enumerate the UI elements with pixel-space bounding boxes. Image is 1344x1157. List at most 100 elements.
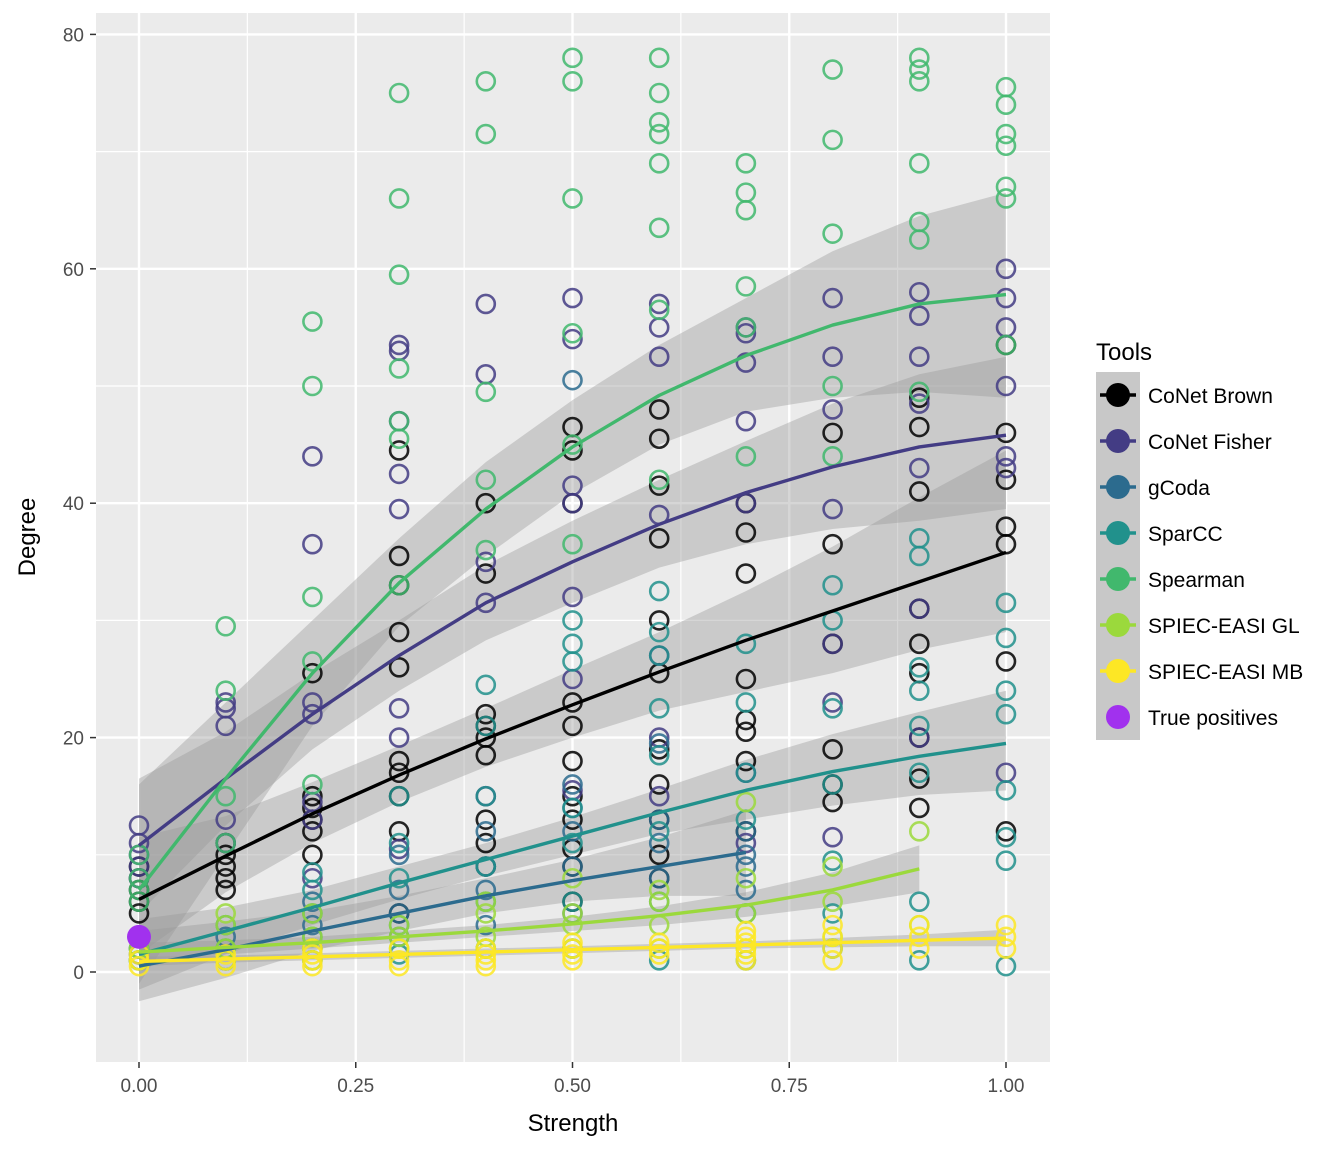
data-point (822, 574, 843, 596)
data-point (562, 70, 583, 92)
data-point (388, 656, 410, 678)
data-point (648, 785, 670, 807)
legend-label: Spearman (1148, 569, 1245, 592)
legend-key-dot (1106, 613, 1130, 637)
data-point (908, 70, 930, 92)
data-point (735, 920, 757, 942)
data-point (388, 358, 410, 379)
data-point (995, 780, 1017, 801)
data-point (995, 258, 1017, 280)
data-point (562, 832, 583, 854)
data-point (648, 293, 670, 315)
data-point (822, 850, 843, 871)
trend-lines (137, 292, 1007, 968)
data-point (648, 891, 670, 912)
data-point (302, 703, 323, 725)
data-point (562, 891, 583, 912)
data-point (822, 59, 843, 80)
data-point (648, 809, 670, 830)
data-point (562, 610, 583, 631)
data-point (735, 522, 757, 543)
legend-key-dot (1106, 567, 1130, 591)
data-point (302, 586, 323, 608)
data-point (735, 446, 757, 467)
data-point (302, 944, 323, 965)
trend-line (138, 867, 920, 954)
data-point (908, 914, 930, 936)
data-point (475, 832, 497, 854)
trend-line (137, 433, 1007, 847)
data-point (648, 697, 670, 719)
data-point (562, 785, 583, 807)
data-point (562, 715, 583, 737)
data-point (475, 381, 497, 403)
data-point (908, 59, 930, 80)
data-point (302, 311, 323, 332)
data-point (822, 891, 843, 912)
data-point (215, 914, 236, 936)
data-point (995, 334, 1017, 356)
data-point (822, 223, 843, 244)
data-point (302, 903, 323, 924)
data-point (215, 944, 236, 965)
data-point (302, 446, 323, 467)
data-point (475, 903, 497, 924)
data-point (908, 346, 930, 368)
data-point (648, 621, 670, 643)
data-point (215, 832, 236, 854)
data-point (822, 498, 843, 520)
data-point (475, 674, 497, 696)
data-point (215, 867, 236, 889)
data-point (562, 287, 583, 309)
data-point (908, 949, 930, 971)
data-point (735, 932, 757, 954)
data-point (562, 440, 583, 461)
legend-label: SPIEC-EASI MB (1148, 661, 1303, 684)
data-point (648, 733, 670, 754)
data-point (302, 533, 323, 555)
data-point (995, 422, 1017, 444)
data-point (215, 785, 236, 807)
data-point (215, 903, 236, 924)
legend-key-dot (1106, 521, 1130, 545)
data-point (475, 563, 497, 584)
data-point (388, 621, 410, 643)
data-point (822, 774, 843, 795)
axes: 0.00 0.25 0.50 0.75 1.00 0 20 40 60 80 (63, 25, 1025, 1097)
data-point (215, 879, 236, 901)
legend-title: Tools (1096, 339, 1152, 366)
data-point (128, 832, 150, 854)
x-axis-title: Strength (528, 1110, 619, 1137)
data-point (822, 287, 843, 309)
data-point (302, 914, 323, 936)
data-point (735, 692, 757, 713)
data-point (648, 932, 670, 954)
data-point (995, 375, 1017, 397)
data-point (302, 821, 323, 842)
data-point (388, 188, 410, 209)
data-point (562, 188, 583, 209)
data-point (302, 774, 323, 795)
data-point (995, 287, 1017, 309)
data-point (475, 123, 497, 145)
data-point (995, 914, 1017, 936)
data-point (908, 393, 930, 414)
data-point (302, 862, 323, 883)
data-point (388, 498, 410, 520)
data-point (735, 762, 757, 784)
data-point (648, 475, 670, 496)
true-positive-point (127, 924, 151, 949)
data-point (822, 633, 843, 655)
x-tick-label: 0.75 (771, 1076, 808, 1097)
data-point (562, 322, 583, 344)
data-point (562, 369, 583, 391)
legend-key-dot (1106, 429, 1130, 453)
data-point (388, 867, 410, 889)
data-point (735, 867, 757, 889)
data-point (822, 826, 843, 848)
data-point (735, 322, 757, 344)
data-point (388, 838, 410, 860)
data-point (475, 592, 497, 614)
